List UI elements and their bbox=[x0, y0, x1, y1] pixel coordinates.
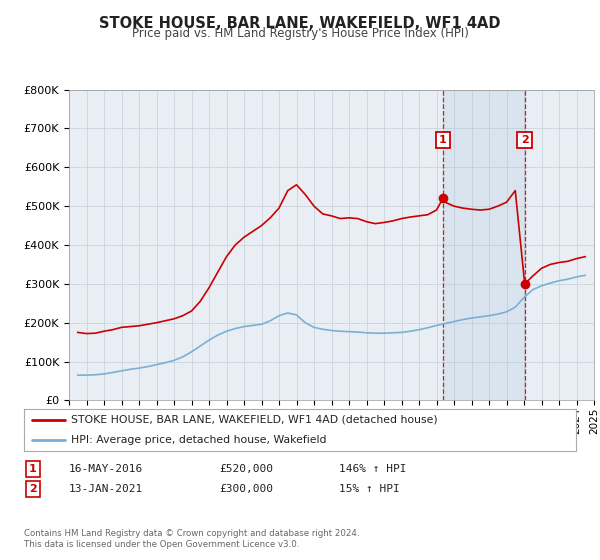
Text: 2: 2 bbox=[521, 135, 529, 145]
Text: 13-JAN-2021: 13-JAN-2021 bbox=[69, 484, 143, 494]
Text: Contains HM Land Registry data © Crown copyright and database right 2024.
This d: Contains HM Land Registry data © Crown c… bbox=[24, 529, 359, 549]
Text: 2: 2 bbox=[29, 484, 37, 494]
Text: 1: 1 bbox=[439, 135, 447, 145]
Text: HPI: Average price, detached house, Wakefield: HPI: Average price, detached house, Wake… bbox=[71, 435, 326, 445]
Text: 15% ↑ HPI: 15% ↑ HPI bbox=[339, 484, 400, 494]
Text: STOKE HOUSE, BAR LANE, WAKEFIELD, WF1 4AD: STOKE HOUSE, BAR LANE, WAKEFIELD, WF1 4A… bbox=[99, 16, 501, 31]
Text: 146% ↑ HPI: 146% ↑ HPI bbox=[339, 464, 407, 474]
Bar bbox=[443, 90, 524, 400]
Text: Price paid vs. HM Land Registry's House Price Index (HPI): Price paid vs. HM Land Registry's House … bbox=[131, 27, 469, 40]
Text: £520,000: £520,000 bbox=[219, 464, 273, 474]
Text: 16-MAY-2016: 16-MAY-2016 bbox=[69, 464, 143, 474]
Text: STOKE HOUSE, BAR LANE, WAKEFIELD, WF1 4AD (detached house): STOKE HOUSE, BAR LANE, WAKEFIELD, WF1 4A… bbox=[71, 415, 437, 424]
Text: £300,000: £300,000 bbox=[219, 484, 273, 494]
Text: 1: 1 bbox=[29, 464, 37, 474]
